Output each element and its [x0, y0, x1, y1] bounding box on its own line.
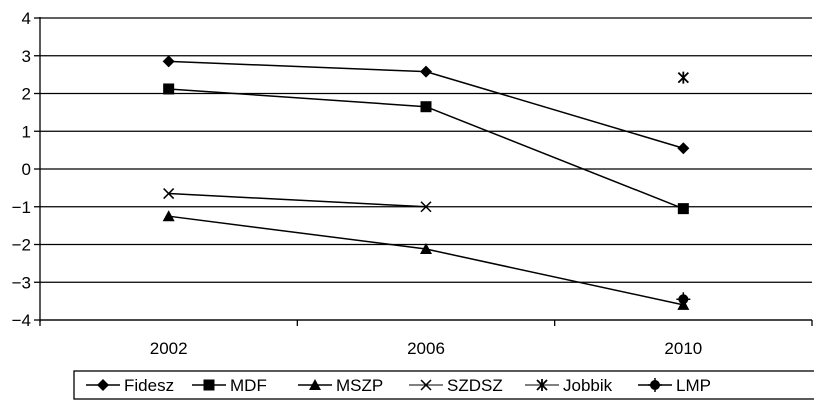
data-point-mszp — [162, 210, 175, 222]
data-point-fidesz — [162, 55, 175, 68]
x-tick-label: 2006 — [407, 339, 445, 358]
data-point-jobbik — [677, 71, 689, 84]
series-jobbik — [677, 71, 689, 84]
legend-label-jobbik: Jobbik — [563, 376, 613, 395]
legend-marker-lmp — [648, 378, 662, 392]
y-tick-label: 0 — [22, 160, 31, 179]
legend-marker-fidesz — [97, 379, 109, 391]
legend-marker-jobbik — [536, 379, 548, 391]
data-point-lmp — [676, 292, 691, 307]
x-axis-ticks: 2002 2006 2010 — [39, 320, 813, 358]
legend: Fidesz MDF MSZP SZDSZ Jobbik LMP — [73, 370, 814, 400]
series-mszp — [162, 210, 690, 310]
legend-label-mdf: MDF — [230, 376, 267, 395]
legend-item-szdsz: SZDSZ — [409, 376, 503, 395]
legend-item-mszp: MSZP — [298, 376, 383, 395]
legend-item-jobbik: Jobbik — [525, 376, 613, 395]
y-tick-label: 3 — [22, 47, 31, 66]
y-tick-label: −1 — [12, 198, 31, 217]
series-lines — [162, 55, 691, 310]
legend-marker-mdf — [203, 379, 215, 391]
series-mdf — [163, 83, 689, 215]
series-line-mszp — [168, 215, 427, 250]
legend-label-szdsz: SZDSZ — [447, 376, 503, 395]
series-line-szdsz — [168, 192, 427, 208]
series-lmp — [676, 292, 691, 307]
legend-item-mdf: MDF — [192, 376, 267, 395]
data-point-mszp — [420, 243, 432, 255]
series-line-fidesz — [168, 60, 427, 73]
y-tick-label: −4 — [12, 311, 31, 330]
series-line-mdf — [168, 88, 427, 108]
x-tick-label: 2002 — [150, 339, 188, 358]
data-point-mdf — [420, 101, 432, 113]
legend-label-mszp: MSZP — [336, 376, 383, 395]
data-point-mdf — [163, 83, 175, 95]
series-fidesz — [162, 55, 690, 155]
y-tick-label: 4 — [22, 9, 31, 28]
series-line-mdf — [425, 106, 684, 210]
data-point-fidesz — [677, 142, 690, 155]
data-point-szdsz — [163, 188, 175, 200]
data-point-szdsz — [420, 201, 432, 213]
data-point-fidesz — [420, 65, 432, 78]
series-szdsz — [163, 188, 432, 213]
legend-label-fidesz: Fidesz — [124, 376, 174, 395]
series-line-mszp — [425, 248, 684, 306]
y-tick-label: −2 — [12, 236, 31, 255]
series-line-fidesz — [425, 70, 684, 149]
data-point-mdf — [677, 203, 689, 215]
legend-marker-szdsz — [420, 379, 432, 391]
x-tick-label: 2010 — [664, 339, 702, 358]
y-axis-ticks: 4 3 2 1 0 −1 −2 −3 −4 — [12, 9, 40, 330]
gridlines — [40, 17, 812, 321]
legend-label-lmp: LMP — [676, 376, 711, 395]
y-tick-label: 2 — [22, 85, 31, 104]
y-tick-label: −3 — [12, 273, 31, 292]
legend-marker-mszp — [309, 379, 321, 390]
legend-item-lmp: LMP — [638, 376, 711, 395]
y-tick-label: 1 — [22, 122, 31, 141]
legend-item-fidesz: Fidesz — [86, 376, 174, 395]
